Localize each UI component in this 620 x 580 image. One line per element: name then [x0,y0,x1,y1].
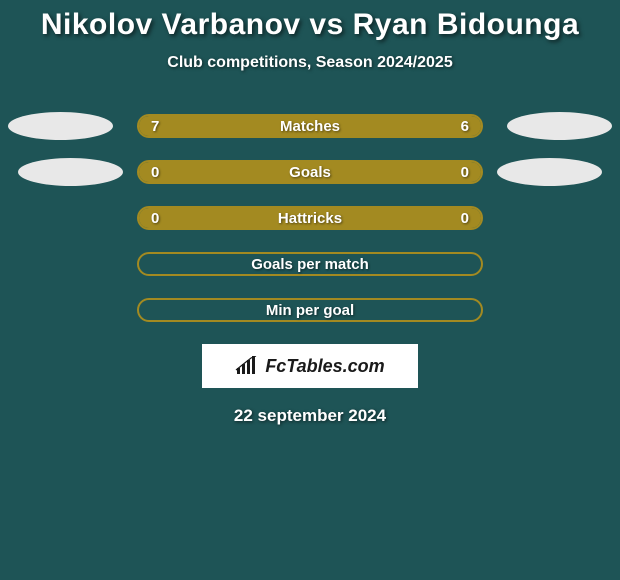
stat-label: Hattricks [278,210,342,227]
date-text: 22 september 2024 [0,406,620,426]
stat-row: 0 0 Goals [0,160,620,184]
stat-row: 0 0 Hattricks [0,206,620,230]
stats-area: 7 6 Matches 0 0 Goals 0 0 Hattricks Goals per mat… [0,114,620,322]
stat-value-right: 6 [461,118,469,135]
stat-value-left: 7 [151,118,159,135]
bar-fill-left [139,162,310,182]
stat-bar: 0 0 Goals [137,160,483,184]
stat-label: Goals [289,164,331,181]
bar-fill-right [324,116,481,136]
stat-value-left: 0 [151,210,159,227]
stat-value-right: 0 [461,210,469,227]
page-title: Nikolov Varbanov vs Ryan Bidounga [0,8,620,42]
player-oval-left [8,112,113,140]
subtitle: Club competitions, Season 2024/2025 [0,54,620,72]
stat-value-right: 0 [461,164,469,181]
stat-value-left: 0 [151,164,159,181]
player-oval-right [507,112,612,140]
stat-bar: Goals per match [137,252,483,276]
stat-bar: 7 6 Matches [137,114,483,138]
stat-row: 7 6 Matches [0,114,620,138]
player-oval-left [18,158,123,186]
logo-text: FcTables.com [265,356,384,377]
chart-icon [235,356,259,376]
comparison-container: Nikolov Varbanov vs Ryan Bidounga Club c… [0,0,620,426]
bar-fill-right [310,162,481,182]
stat-label: Min per goal [266,302,354,319]
stat-label: Goals per match [251,256,369,273]
logo-box[interactable]: FcTables.com [202,344,418,388]
stat-bar: 0 0 Hattricks [137,206,483,230]
stat-row: Goals per match [0,252,620,276]
stat-bar: Min per goal [137,298,483,322]
player-oval-right [497,158,602,186]
stat-row: Min per goal [0,298,620,322]
stat-label: Matches [280,118,340,135]
